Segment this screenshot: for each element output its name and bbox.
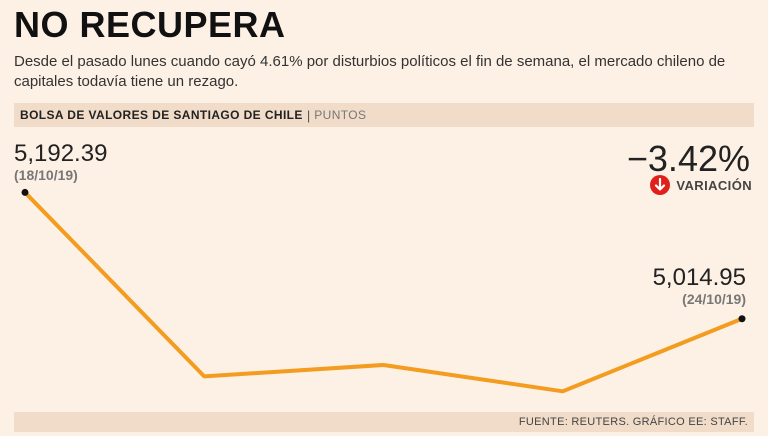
change-indicator: VARIACIÓN xyxy=(650,175,752,195)
source-credit: FUENTE: REUTERS. GRÁFICO EE: STAFF. xyxy=(518,416,748,428)
arrow-down-icon xyxy=(650,175,671,195)
series-band: BOLSA DE VALORES DE SANTIAGO DE CHILE | … xyxy=(14,103,754,127)
data-point xyxy=(738,315,746,323)
chart-subtitle: Desde el pasado lunes cuando cayó 4.61% … xyxy=(14,53,726,90)
start-value-label: 5,192.39 xyxy=(14,140,108,167)
line-chart xyxy=(21,188,746,394)
series-separator: | xyxy=(306,107,311,123)
start-date-label: (18/10/19) xyxy=(14,167,78,183)
series-unit: PUNTOS xyxy=(314,108,367,122)
chart-title: NO RECUPERA xyxy=(14,4,286,45)
series-label: BOLSA DE VALORES DE SANTIAGO DE CHILE xyxy=(20,108,303,122)
end-date-label: (24/10/19) xyxy=(682,291,746,307)
change-label: VARIACIÓN xyxy=(676,177,752,193)
footer-band: FUENTE: REUTERS. GRÁFICO EE: STAFF. xyxy=(14,412,754,432)
change-percent: −3.42% xyxy=(626,138,750,179)
end-value-label: 5,014.95 xyxy=(652,264,746,291)
series-line xyxy=(23,191,743,394)
data-point xyxy=(21,188,29,196)
